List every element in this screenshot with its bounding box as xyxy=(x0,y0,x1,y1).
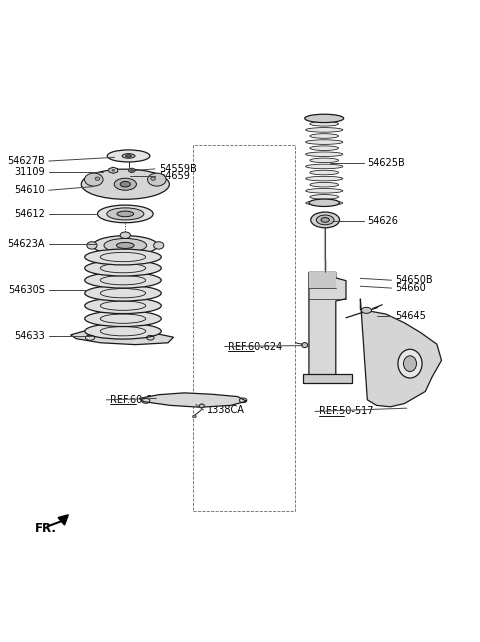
Bar xyxy=(193,145,296,511)
Ellipse shape xyxy=(87,242,97,249)
Polygon shape xyxy=(360,299,442,407)
Text: 54659: 54659 xyxy=(159,171,190,181)
Ellipse shape xyxy=(112,169,115,171)
Ellipse shape xyxy=(120,232,131,238)
Ellipse shape xyxy=(310,195,338,199)
Ellipse shape xyxy=(85,311,161,327)
Ellipse shape xyxy=(85,260,161,276)
Polygon shape xyxy=(109,168,118,173)
Ellipse shape xyxy=(151,177,156,180)
Ellipse shape xyxy=(306,128,343,132)
Ellipse shape xyxy=(306,152,343,157)
Ellipse shape xyxy=(306,164,343,169)
Ellipse shape xyxy=(316,215,334,225)
Polygon shape xyxy=(309,272,346,383)
Text: 54612: 54612 xyxy=(14,209,45,219)
Polygon shape xyxy=(139,393,247,407)
Polygon shape xyxy=(309,272,336,288)
Ellipse shape xyxy=(85,272,161,288)
Ellipse shape xyxy=(310,158,338,162)
Ellipse shape xyxy=(310,170,338,175)
Ellipse shape xyxy=(310,146,338,150)
Ellipse shape xyxy=(192,415,196,418)
Text: 54630S: 54630S xyxy=(8,286,45,295)
Ellipse shape xyxy=(81,169,169,199)
Ellipse shape xyxy=(310,121,338,126)
Text: 54625B: 54625B xyxy=(367,159,405,168)
Ellipse shape xyxy=(114,178,136,190)
Polygon shape xyxy=(71,330,174,345)
Ellipse shape xyxy=(122,153,135,159)
Text: REF.60-624: REF.60-624 xyxy=(110,395,164,405)
Text: 54633: 54633 xyxy=(14,331,45,341)
Ellipse shape xyxy=(306,201,343,205)
Ellipse shape xyxy=(154,242,164,249)
Polygon shape xyxy=(58,515,68,525)
Ellipse shape xyxy=(404,356,417,372)
Ellipse shape xyxy=(131,169,133,171)
Ellipse shape xyxy=(306,116,343,120)
Ellipse shape xyxy=(321,218,329,222)
Text: FR.: FR. xyxy=(35,522,57,535)
Ellipse shape xyxy=(120,252,131,259)
Ellipse shape xyxy=(302,343,308,348)
Ellipse shape xyxy=(85,298,161,313)
Ellipse shape xyxy=(311,212,339,228)
Ellipse shape xyxy=(306,177,343,181)
Ellipse shape xyxy=(85,285,161,301)
Text: 54660: 54660 xyxy=(395,283,426,293)
Ellipse shape xyxy=(117,211,133,217)
Polygon shape xyxy=(303,374,352,383)
Ellipse shape xyxy=(85,324,161,339)
Text: 54650B: 54650B xyxy=(395,275,433,285)
Text: 54623A: 54623A xyxy=(8,239,45,250)
Text: 54610: 54610 xyxy=(14,186,45,195)
Ellipse shape xyxy=(97,205,153,223)
Ellipse shape xyxy=(84,173,103,186)
Ellipse shape xyxy=(310,134,338,138)
Ellipse shape xyxy=(95,177,100,180)
Ellipse shape xyxy=(361,308,372,313)
Text: 54626: 54626 xyxy=(367,216,398,227)
Ellipse shape xyxy=(120,182,131,187)
Text: REF.60-624: REF.60-624 xyxy=(228,342,283,352)
Ellipse shape xyxy=(107,150,150,162)
Ellipse shape xyxy=(305,114,344,123)
Text: 54627B: 54627B xyxy=(7,156,45,166)
Ellipse shape xyxy=(398,349,422,378)
Ellipse shape xyxy=(129,168,135,173)
Ellipse shape xyxy=(104,238,146,252)
Ellipse shape xyxy=(306,189,343,193)
Ellipse shape xyxy=(199,404,204,408)
Ellipse shape xyxy=(85,249,161,265)
Ellipse shape xyxy=(306,140,343,144)
Text: REF.50-517: REF.50-517 xyxy=(319,406,373,417)
Ellipse shape xyxy=(117,243,134,248)
Ellipse shape xyxy=(310,182,338,187)
Ellipse shape xyxy=(93,236,158,255)
Text: 31109: 31109 xyxy=(14,167,45,177)
Ellipse shape xyxy=(107,208,144,220)
Ellipse shape xyxy=(309,199,339,207)
Ellipse shape xyxy=(126,155,132,157)
Text: 54559B: 54559B xyxy=(159,164,196,174)
Text: 1338CA: 1338CA xyxy=(207,405,245,415)
Text: 54645: 54645 xyxy=(395,311,426,322)
Ellipse shape xyxy=(147,173,166,186)
